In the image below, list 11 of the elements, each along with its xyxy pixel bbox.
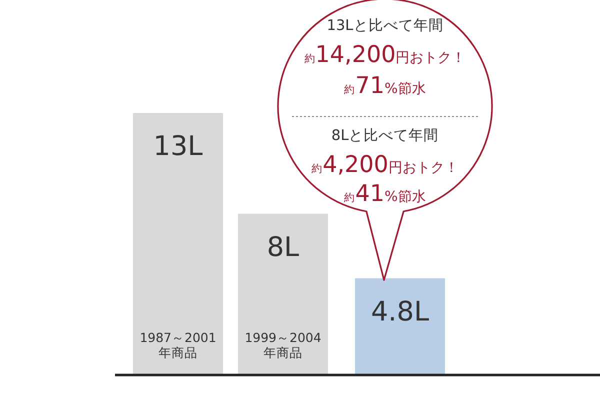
data-label: 4.8L bbox=[371, 296, 429, 328]
annotation: 約41%節水 bbox=[344, 181, 426, 207]
text: 約71%節水 bbox=[344, 73, 426, 99]
x-tick-label: 1987～2001 年商品 bbox=[140, 330, 216, 360]
annotation: 8Lと比べて年間 bbox=[331, 127, 439, 144]
data-label: 13L bbox=[153, 131, 203, 162]
text: 13Lと比べて年間 bbox=[326, 17, 444, 34]
text: 約14,200円おトク！ bbox=[304, 42, 466, 68]
x-tick-label: 1999～2004 年商品 bbox=[244, 330, 322, 360]
data-label: 8L bbox=[266, 232, 300, 263]
annotation: 約4,200円おトク！ bbox=[312, 152, 458, 178]
